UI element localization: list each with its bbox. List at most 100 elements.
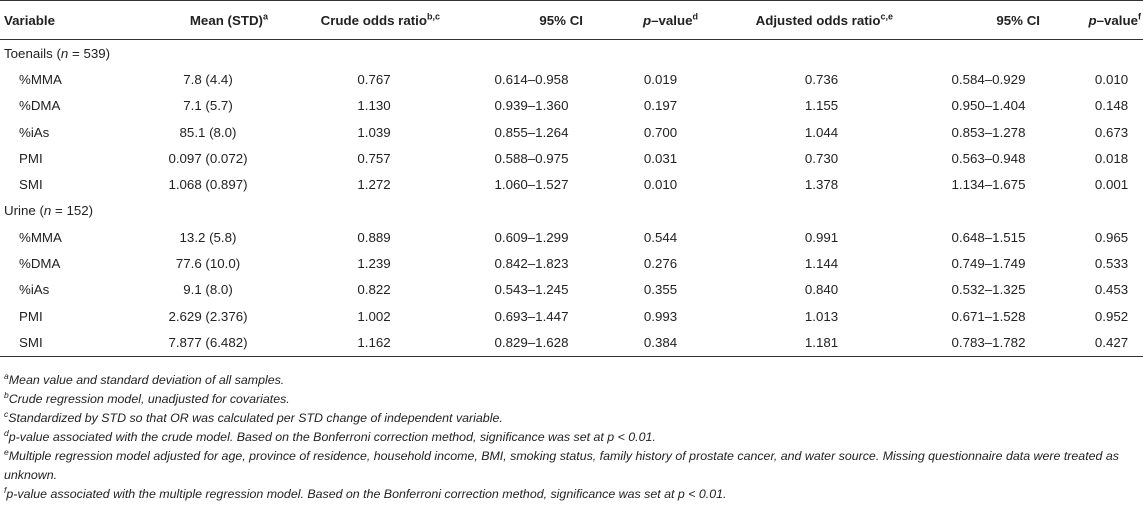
header-ci-2: 95% CI xyxy=(893,0,1040,40)
cell-ci-1: 0.614–0.958 xyxy=(494,71,569,87)
cell-ci-1: 0.609–1.299 xyxy=(494,229,569,245)
cell-mean: 7.877 (6.482) xyxy=(148,329,268,357)
cell-mean: 13.2 (5.8) xyxy=(179,229,237,245)
cell-p-value-1: 0.031 xyxy=(643,150,678,166)
header-variable: Variable xyxy=(0,0,148,40)
cell-mean: 1.068 (0.897) xyxy=(168,177,248,193)
cell-p-value-2: 0.010 xyxy=(1094,71,1129,87)
cell-crude-or: 1.130 xyxy=(357,98,391,114)
header-p-value-2: p–valuef xyxy=(1040,0,1143,40)
cell-p-value-2: 0.965 xyxy=(1094,229,1129,245)
cell-crude-or: 1.272 xyxy=(357,177,391,193)
section-urine: Urine (n = 152) xyxy=(0,198,1143,224)
cell-p-value-2: 0.148 xyxy=(1094,98,1129,114)
cell-adjusted-or: 0.730 xyxy=(804,150,839,166)
cell-adjusted-or: 1.378 xyxy=(804,177,839,193)
cell-crude-or: 0.767 xyxy=(357,71,391,87)
footnote-c: cStandardized by STD so that OR was calc… xyxy=(4,408,503,425)
cell-p-value-2: 0.001 xyxy=(1094,177,1129,193)
cell-p-value-1: 0.010 xyxy=(643,177,678,193)
cell-variable: %DMA xyxy=(19,98,61,114)
cell-adjusted-or: 1.013 xyxy=(804,308,839,324)
cell-p-value-2: 0.952 xyxy=(1094,308,1129,324)
cell-variable: PMI xyxy=(19,308,43,324)
cell-adjusted-or: 1.144 xyxy=(804,256,839,272)
header-row: Variable Mean (STD)a Crude odds ratiob,c… xyxy=(0,0,1143,40)
cell-variable: %MMA xyxy=(19,229,62,245)
cell-variable: SMI xyxy=(0,329,148,357)
cell-crude-or: 1.039 xyxy=(357,124,391,140)
cell-p-value-1: 0.384 xyxy=(583,329,698,357)
cell-ci-2: 0.783–1.782 xyxy=(893,329,1040,357)
cell-mean: 0.097 (0.072) xyxy=(168,150,248,166)
header-ci-1: 95% CI xyxy=(440,0,583,40)
cell-ci-2: 0.950–1.404 xyxy=(951,98,1026,114)
cell-crude-or: 0.889 xyxy=(357,229,391,245)
table-row: %MMA 7.8 (4.4) 0.767 0.614–0.958 0.019 0… xyxy=(0,66,1143,92)
cell-p-value-1: 0.019 xyxy=(643,71,678,87)
cell-ci-1: 0.588–0.975 xyxy=(494,150,569,166)
cell-variable: PMI xyxy=(19,150,43,166)
cell-p-value-1: 0.197 xyxy=(643,98,678,114)
header-crude-or: Crude odds ratiob,c xyxy=(268,0,440,40)
cell-variable: %iAs xyxy=(19,282,50,298)
cell-adjusted-or: 1.155 xyxy=(804,98,839,114)
cell-adjusted-or: 1.044 xyxy=(804,124,839,140)
table-row: %DMA 77.6 (10.0) 1.239 0.842–1.823 0.276… xyxy=(0,250,1143,276)
cell-p-value-1: 0.355 xyxy=(643,282,678,298)
footnote-d: dp-value associated with the crude model… xyxy=(4,427,656,444)
cell-ci-2: 0.648–1.515 xyxy=(951,229,1026,245)
cell-ci-1: 0.543–1.245 xyxy=(494,282,569,298)
footnote-f: fp-value associated with the multiple re… xyxy=(4,484,727,501)
table-row: PMI 0.097 (0.072) 0.757 0.588–0.975 0.03… xyxy=(0,145,1143,171)
cell-ci-2: 0.671–1.528 xyxy=(951,308,1026,324)
cell-ci-2: 1.134–1.675 xyxy=(951,177,1026,193)
cell-crude-or: 1.162 xyxy=(268,329,440,357)
cell-adjusted-or: 1.181 xyxy=(698,329,893,357)
results-table: Variable Mean (STD)a Crude odds ratiob,c… xyxy=(0,0,1143,357)
section-toenails: Toenails (n = 539) xyxy=(0,40,1143,67)
cell-adjusted-or: 0.991 xyxy=(804,229,839,245)
cell-mean: 7.1 (5.7) xyxy=(183,98,233,114)
table-row: %iAs 9.1 (8.0) 0.822 0.543–1.245 0.355 0… xyxy=(0,277,1143,303)
header-mean: Mean (STD)a xyxy=(148,0,268,40)
cell-variable: %iAs xyxy=(19,124,50,140)
footnotes: aMean value and standard deviation of al… xyxy=(0,371,1143,504)
section-label: Urine (n = 152) xyxy=(4,203,94,219)
table-row: %DMA 7.1 (5.7) 1.130 0.939–1.360 0.197 1… xyxy=(0,93,1143,119)
cell-variable: %MMA xyxy=(19,71,62,87)
cell-mean: 77.6 (10.0) xyxy=(175,256,241,272)
cell-p-value-2: 0.533 xyxy=(1094,256,1129,272)
cell-p-value-2: 0.427 xyxy=(1040,329,1143,357)
cell-crude-or: 0.822 xyxy=(357,282,391,298)
cell-adjusted-or: 0.840 xyxy=(804,282,839,298)
table-row: SMI 7.877 (6.482) 1.162 0.829–1.628 0.38… xyxy=(0,329,1143,357)
cell-mean: 9.1 (8.0) xyxy=(183,282,233,298)
cell-mean: 7.8 (4.4) xyxy=(183,71,233,87)
cell-ci-2: 0.749–1.749 xyxy=(951,256,1026,272)
cell-ci-1: 1.060–1.527 xyxy=(494,177,569,193)
table-row: %MMA 13.2 (5.8) 0.889 0.609–1.299 0.544 … xyxy=(0,224,1143,250)
cell-ci-2: 0.853–1.278 xyxy=(951,124,1026,140)
cell-adjusted-or: 0.736 xyxy=(804,71,839,87)
cell-ci-1: 0.939–1.360 xyxy=(494,98,569,114)
table-row: SMI 1.068 (0.897) 1.272 1.060–1.527 0.01… xyxy=(0,171,1143,197)
cell-crude-or: 0.757 xyxy=(357,150,391,166)
cell-variable: SMI xyxy=(19,177,43,193)
cell-p-value-2: 0.453 xyxy=(1094,282,1129,298)
cell-variable: %DMA xyxy=(19,256,61,272)
cell-crude-or: 1.002 xyxy=(357,308,391,324)
cell-ci-2: 0.532–1.325 xyxy=(951,282,1026,298)
section-label: Toenails (n = 539) xyxy=(4,45,111,61)
footnote-a: aMean value and standard deviation of al… xyxy=(4,370,285,387)
cell-p-value-1: 0.700 xyxy=(643,124,678,140)
cell-ci-1: 0.855–1.264 xyxy=(494,124,569,140)
cell-p-value-1: 0.276 xyxy=(643,256,678,272)
cell-ci-2: 0.584–0.929 xyxy=(951,71,1026,87)
table-row: PMI 2.629 (2.376) 1.002 0.693–1.447 0.99… xyxy=(0,303,1143,329)
footnote-b: bCrude regression model, unadjusted for … xyxy=(4,389,290,406)
footnote-e: eMultiple regression model adjusted for … xyxy=(4,446,1119,482)
header-adjusted-or: Adjusted odds ratioc,e xyxy=(698,0,893,40)
cell-ci-2: 0.563–0.948 xyxy=(951,150,1026,166)
